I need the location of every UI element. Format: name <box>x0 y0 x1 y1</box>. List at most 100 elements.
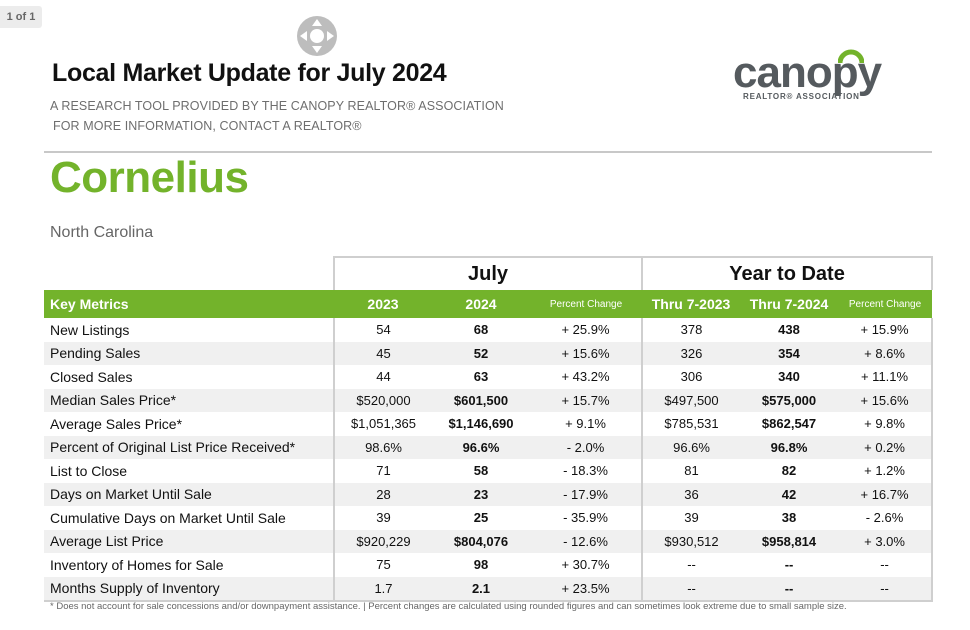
table-cell: + 25.9% <box>561 322 610 338</box>
table-cell: -- <box>784 557 794 573</box>
subtitle-line-2: FOR MORE INFORMATION, CONTACT A REALTOR® <box>53 119 362 133</box>
report-title: Local Market Update for July 2024 <box>52 59 447 87</box>
table-cell: 63 <box>473 369 489 385</box>
table-cell: $862,547 <box>761 416 817 432</box>
metric-name: Inventory of Homes for Sale <box>50 556 224 573</box>
page-counter: 1 of 1 <box>0 6 42 28</box>
footnote: * Does not account for sale concessions … <box>50 601 847 612</box>
logo-tagline: REALTOR® ASSOCIATION <box>743 92 860 101</box>
table-cell: + 43.2% <box>561 369 610 385</box>
table-cell: 45 <box>333 341 432 365</box>
metric-name: Median Sales Price* <box>44 388 334 412</box>
table-cell: + 15.6% <box>530 341 643 365</box>
table-cell: -- <box>641 576 741 602</box>
table-cell: -- <box>641 553 741 577</box>
metric-name: New Listings <box>50 321 130 338</box>
table-cell: 42 <box>740 482 839 506</box>
table-cell: $958,814 <box>740 529 839 553</box>
table-cell: + 30.7% <box>561 557 610 573</box>
period-header-july: July <box>332 256 644 290</box>
table-row: Average Sales Price* $1,051,365 $1,146,6… <box>44 412 934 436</box>
table-cell: + 3.0% <box>838 529 934 553</box>
table-cell: 71 <box>333 459 432 483</box>
table-cell: + 9.1% <box>565 416 606 432</box>
metric-name: Percent of Original List Price Received* <box>44 435 334 459</box>
column-header: Thru 7-2023 <box>642 290 741 318</box>
canopy-logo: canopy REALTOR® ASSOCIATION <box>733 48 933 106</box>
table-cell: + 15.7% <box>530 388 643 412</box>
table-cell: -- <box>838 576 934 602</box>
table-cell: 378 <box>641 318 741 342</box>
column-header: 2023 <box>334 290 432 318</box>
table-row: Days on Market Until Sale 28 23 - 17.9% … <box>44 482 934 506</box>
column-header: Percent Change <box>530 290 643 318</box>
table-cell: + 8.6% <box>838 341 934 365</box>
table-cell: 25 <box>473 510 489 526</box>
table-cell: 75 <box>333 553 432 577</box>
metric-name: List to Close <box>50 462 128 479</box>
table-cell: $1,051,365 <box>333 412 432 436</box>
table-cell: 98 <box>473 557 489 573</box>
table-cell: 98.6% <box>333 435 432 459</box>
key-metrics-table: July Year to Date Key Metrics 2023 2024 … <box>44 256 934 602</box>
table-cell: 326 <box>641 341 741 365</box>
table-row: Months Supply of Inventory 1.7 2.1 + 23.… <box>44 576 934 602</box>
table-cell: 81 <box>641 459 741 483</box>
table-cell: 23 <box>432 482 530 506</box>
metric-name: Average Sales Price* <box>50 415 183 432</box>
table-cell: $575,000 <box>740 388 839 412</box>
column-header: 2024 <box>432 290 530 318</box>
table-cell: -- <box>740 576 839 602</box>
metric-name: Closed Sales <box>50 368 133 385</box>
pan-navigation-icon[interactable] <box>297 16 337 56</box>
period-header-ytd: Year to Date <box>642 256 934 290</box>
table-cell: 68 <box>473 322 489 338</box>
table-cell: 96.6% <box>432 435 530 459</box>
table-cell: - 2.6% <box>838 506 934 530</box>
table-cell: 1.7 <box>333 576 432 602</box>
table-cell: + 0.2% <box>838 435 934 459</box>
table-cell: $804,076 <box>432 529 530 553</box>
table-cell: + 9.8% <box>838 412 934 436</box>
table-cell: -- <box>838 553 934 577</box>
table-cell: 438 <box>778 322 800 338</box>
column-header: Thru 7-2024 <box>740 290 839 318</box>
table-cell: - 35.9% <box>563 510 608 526</box>
subtitle-line-1: A RESEARCH TOOL PROVIDED BY THE CANOPY R… <box>50 99 504 113</box>
table-cell: 96.8% <box>740 435 839 459</box>
blank-header <box>44 257 334 290</box>
table-cell: 39 <box>333 506 432 530</box>
logo-arc-icon <box>838 49 864 64</box>
table-cell: 306 <box>641 365 741 389</box>
table-cell: 38 <box>781 510 797 526</box>
table-row: Median Sales Price* $520,000 $601,500 + … <box>44 388 934 412</box>
table-cell: $785,531 <box>641 412 741 436</box>
table-cell: 340 <box>778 369 800 385</box>
table-cell: $920,229 <box>333 529 432 553</box>
table-cell: - 17.9% <box>530 482 643 506</box>
table-cell: 2.1 <box>432 576 530 602</box>
column-header: Percent Change <box>838 290 933 318</box>
column-header-row: Key Metrics 2023 2024 Percent Change Thr… <box>44 290 933 318</box>
table-cell: $930,512 <box>641 529 741 553</box>
city-name: Cornelius <box>50 153 249 202</box>
table-cell: $601,500 <box>432 388 530 412</box>
table-cell: - 18.3% <box>563 463 608 479</box>
divider <box>44 151 932 153</box>
metric-name: Months Supply of Inventory <box>44 576 334 602</box>
table-row: Percent of Original List Price Received*… <box>44 435 934 459</box>
table-row: Pending Sales 45 52 + 15.6% 326 354 + 8.… <box>44 341 934 365</box>
table-row: Closed Sales 44 63 + 43.2% 306 340 + 11.… <box>44 365 934 389</box>
table-cell: 96.6% <box>641 435 741 459</box>
table-cell: $497,500 <box>641 388 741 412</box>
table-cell: $1,146,690 <box>448 416 514 432</box>
metric-name: Average List Price <box>44 529 334 553</box>
table-cell: 54 <box>333 318 432 342</box>
table-row: List to Close 71 58 - 18.3% 81 82 + 1.2% <box>44 459 934 483</box>
table-row: Inventory of Homes for Sale 75 98 + 30.7… <box>44 553 934 577</box>
table-cell: + 1.2% <box>838 459 934 483</box>
table-cell: 52 <box>432 341 530 365</box>
table-cell: + 15.9% <box>838 318 934 342</box>
table-cell: 58 <box>473 463 489 479</box>
table-cell: 44 <box>333 365 432 389</box>
